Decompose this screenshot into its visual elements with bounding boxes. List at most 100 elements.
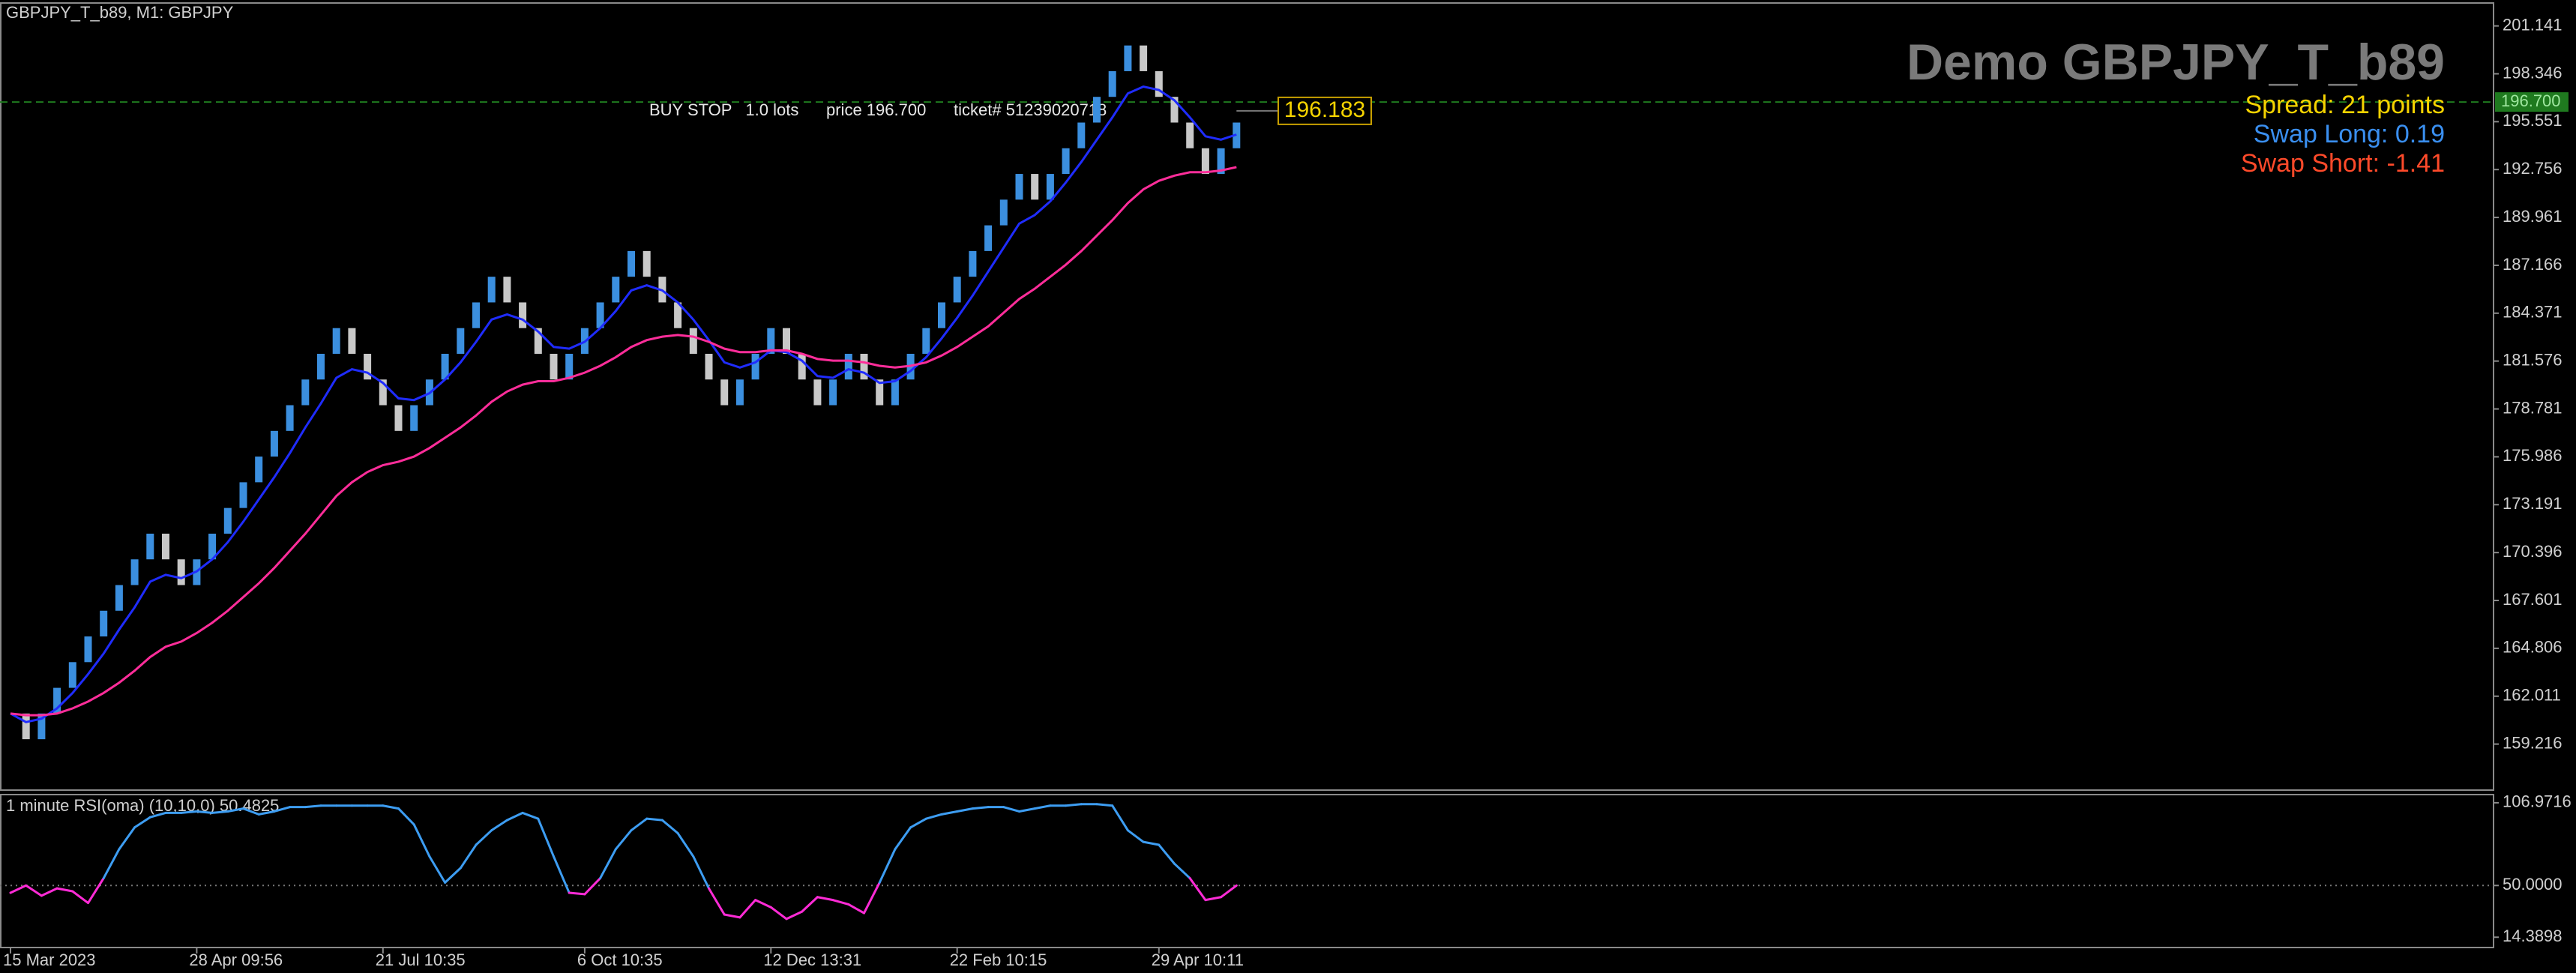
rsi-segment [257, 810, 276, 816]
renko-brick [596, 302, 604, 328]
rsi-segment [1220, 884, 1238, 899]
rsi-segment [754, 899, 772, 909]
rsi-segment [397, 807, 415, 826]
rsi-segment [723, 913, 741, 919]
rsi-segment [863, 881, 881, 915]
rsi-segment [847, 903, 865, 915]
rsi-segment [614, 829, 633, 851]
y-tick-label: 170.396 [2503, 542, 2563, 561]
last-price-box [1278, 96, 1372, 125]
rsi-segment [801, 896, 819, 913]
rsi-segment [180, 810, 198, 814]
y-tick-label: 178.781 [2503, 398, 2563, 417]
rsi-segment [40, 887, 58, 897]
renko-brick [317, 353, 325, 380]
watermark: Demo GBPJPY_T_b89 [1907, 34, 2445, 91]
renko-brick [1186, 122, 1194, 148]
rsi-segment [521, 811, 540, 820]
renko-brick [84, 636, 92, 663]
renko-brick [286, 405, 294, 431]
y-tick-label: 175.986 [2503, 446, 2563, 465]
x-tick-label: 6 Oct 10:35 [577, 951, 663, 969]
rsi-segment [894, 826, 912, 851]
rsi-segment [537, 817, 555, 858]
moving-average [10, 85, 1237, 723]
rsi-segment [102, 848, 121, 880]
renko-brick [208, 533, 217, 560]
renko-brick [550, 353, 558, 380]
price-panel-frame [0, 2, 2494, 791]
y-tick-label: 198.346 [2503, 63, 2563, 82]
y-tick-label: 106.9716 [2503, 792, 2572, 811]
rsi-segment [553, 855, 571, 894]
rsi-segment [133, 816, 151, 829]
rsi-segment [1173, 862, 1191, 880]
rsi-segment [676, 832, 695, 858]
rsi-segment [630, 817, 648, 832]
renko-brick [270, 430, 278, 457]
renko-brick [1217, 148, 1225, 175]
x-tick-label: 15 Mar 2023 [3, 951, 96, 969]
renko-brick [441, 353, 449, 380]
rsi-segment [304, 804, 322, 809]
rsi-segment [87, 877, 105, 905]
x-tick-label: 28 Apr 09:56 [189, 951, 283, 969]
renko-brick [876, 379, 884, 406]
renko-brick [643, 250, 651, 277]
rsi-segment [1188, 877, 1207, 902]
renko-brick [735, 379, 744, 406]
renko-brick [130, 559, 139, 585]
rsi-segment [9, 884, 28, 894]
renko-brick [565, 353, 574, 380]
rsi-segment [211, 810, 229, 814]
rsi-segment [1002, 806, 1020, 813]
y-tick-label: 195.551 [2503, 111, 2563, 130]
renko-brick [1062, 148, 1070, 175]
rsi-segment [583, 877, 602, 896]
rsi-segment [118, 826, 136, 851]
renko-brick [1046, 174, 1054, 200]
rsi-segment [382, 804, 400, 810]
renko-brick [1108, 70, 1116, 97]
x-tick-label: 22 Feb 10:15 [950, 951, 1047, 969]
renko-brick [68, 662, 76, 688]
y-tick-label: 181.576 [2503, 350, 2563, 369]
rsi-segment [1018, 807, 1036, 813]
renko-brick [999, 199, 1008, 226]
renko-brick [22, 713, 30, 740]
renko-brick [534, 328, 542, 354]
rsi-segment [1033, 804, 1052, 810]
x-tick-label: 29 Apr 10:11 [1152, 951, 1244, 969]
renko-brick [255, 457, 263, 483]
renko-brick [53, 687, 61, 714]
renko-brick [301, 379, 310, 406]
renko-brick [612, 277, 620, 303]
rsi-segment [148, 811, 167, 819]
y-tick-label: 173.191 [2503, 494, 2563, 513]
renko-brick [394, 405, 403, 431]
renko-brick [674, 302, 682, 328]
y-tick-label: 50.0000 [2503, 875, 2563, 894]
rsi-segment [924, 813, 943, 820]
rsi-segment [428, 855, 447, 884]
rsi-segment [71, 890, 89, 905]
renko-brick [860, 353, 868, 380]
rsi-segment [1126, 829, 1145, 843]
renko-brick [1155, 70, 1163, 97]
renko-brick [162, 533, 169, 560]
renko-brick [1093, 97, 1101, 123]
y-tick-label: 189.961 [2503, 207, 2563, 226]
rsi-segment [1095, 803, 1114, 807]
y-tick-label: 167.601 [2503, 590, 2563, 609]
moving-average [10, 166, 1237, 717]
rsi-segment [738, 899, 757, 919]
rsi-segment [708, 887, 726, 916]
rsi-segment [971, 806, 990, 810]
renko-brick [1124, 45, 1132, 71]
renko-brick [844, 353, 852, 380]
renko-brick [457, 328, 465, 354]
renko-brick [410, 405, 418, 431]
